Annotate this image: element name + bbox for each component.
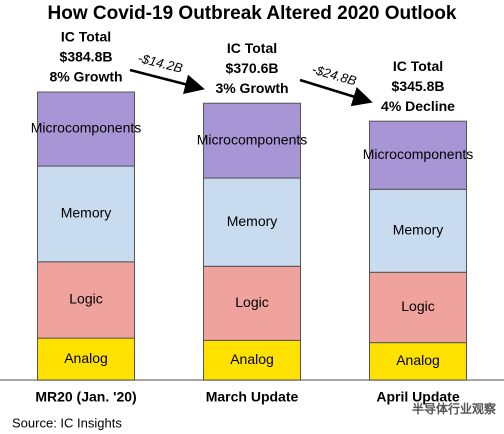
total-label: IC Total <box>61 29 111 45</box>
x-tick-label: March Update <box>206 389 299 405</box>
x-tick-label: April Update <box>376 389 459 405</box>
total-label: $370.6B <box>226 60 279 76</box>
bar-segment <box>37 337 135 381</box>
segment-label: Memory <box>227 213 278 229</box>
segment-label: Memory <box>61 205 112 221</box>
bar-segment <box>369 271 467 344</box>
x-tick-label: MR20 (Jan. '20) <box>35 389 136 405</box>
bar-segment <box>203 339 301 381</box>
total-label: $345.8B <box>392 78 445 94</box>
total-label: $384.8B <box>60 49 113 65</box>
arrow <box>299 78 373 107</box>
segment-label: Memory <box>393 221 444 237</box>
arrow <box>129 68 205 94</box>
segment-label: Logic <box>69 291 102 307</box>
total-label: IC Total <box>393 58 443 74</box>
bar-segment <box>37 165 135 263</box>
chart-title: How Covid-19 Outbreak Altered 2020 Outlo… <box>48 3 457 24</box>
total-label: 8% Growth <box>49 69 122 85</box>
segment-label: Analog <box>396 352 440 368</box>
bar-segment <box>203 102 301 179</box>
total-label: 4% Decline <box>381 98 455 114</box>
bar-segment <box>203 177 301 267</box>
segment-label: Logic <box>235 294 268 310</box>
watermark: 半导体行业观察 <box>412 401 497 416</box>
segment-label: Logic <box>401 298 434 314</box>
segment-label: Microcomponents <box>197 131 308 147</box>
bar-segment <box>369 342 467 381</box>
change-label: -$14.2B <box>136 50 184 76</box>
total-label: 3% Growth <box>215 80 288 96</box>
segment-label: Microcomponents <box>31 120 142 136</box>
segment-label: Analog <box>230 351 274 367</box>
bar-segment <box>369 188 467 273</box>
bar-segment <box>37 91 135 167</box>
total-label: IC Total <box>227 40 277 56</box>
segment-label: Analog <box>64 350 108 366</box>
segment-label: Microcomponents <box>363 146 474 162</box>
source: Source: IC Insights <box>12 415 122 430</box>
bar-segment <box>369 120 467 190</box>
bar-segment <box>203 265 301 341</box>
